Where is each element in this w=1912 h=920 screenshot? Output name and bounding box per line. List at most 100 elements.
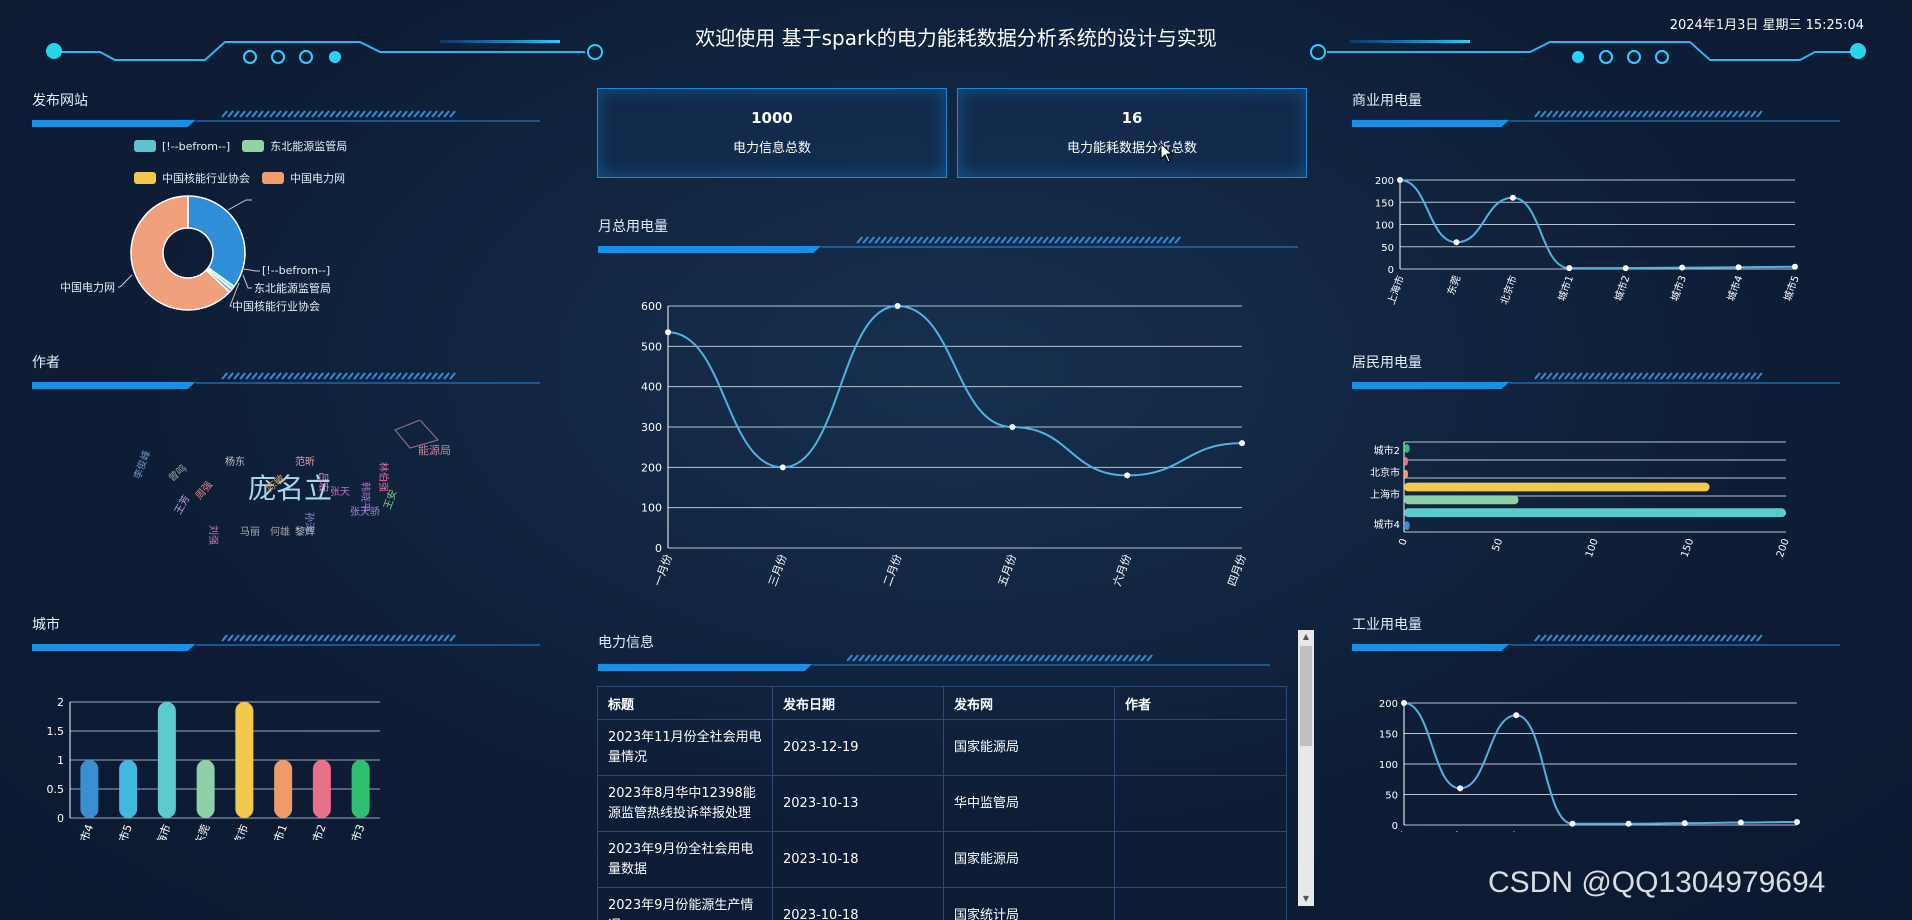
bar	[312, 760, 331, 818]
title-bar-hatch	[1654, 110, 1661, 118]
x-tick-label: 城市5	[112, 822, 135, 840]
title-bar-hatch	[978, 654, 985, 662]
word-cloud-word: 韩晓平	[359, 482, 372, 512]
x-tick-label: 东莞	[1444, 274, 1463, 297]
title-bar-hatch	[305, 634, 312, 642]
y-tick-label: 0	[1388, 265, 1394, 276]
title-bar-hatch	[443, 110, 450, 118]
table-row[interactable]: 2023年11月份全社会用电量情况 2023-12-19 国家能源局	[597, 719, 1287, 776]
data-point	[1124, 472, 1131, 479]
x-tick-label: 城市2	[306, 822, 329, 840]
title-bar-hatch	[1588, 372, 1595, 380]
title-bar-hatch	[1552, 110, 1559, 118]
title-bar-hatch	[239, 634, 246, 642]
column-header[interactable]: 标题	[597, 686, 773, 720]
title-bar-hatch	[960, 654, 967, 662]
title-bar-hatch	[251, 110, 258, 118]
title-bar-hatch	[317, 372, 324, 380]
scrollbar-up-arrow[interactable]: ▲	[1302, 632, 1310, 641]
word-cloud-word: 何雄	[270, 525, 290, 538]
column-header[interactable]: 发布网	[943, 686, 1115, 720]
title-bar-hatch	[1114, 236, 1121, 244]
title-bar-hatch	[329, 372, 336, 380]
title-bar-hatch	[233, 372, 240, 380]
word-cloud-word: 黎辉	[295, 525, 315, 538]
x-tick-label: 上海市	[1388, 830, 1410, 832]
title-bar-hatch	[1116, 654, 1123, 662]
title-bar-hatch	[1008, 654, 1015, 662]
x-tick-label: 城市3	[1668, 274, 1689, 303]
scrollbar-down-arrow[interactable]: ▼	[1302, 894, 1310, 903]
title-bar-hatch	[1582, 634, 1589, 642]
table-row[interactable]: 2023年8月华中12398能源监管热线投诉举报处理 2023-10-13 华中监管…	[597, 775, 1287, 832]
title-bar-hatch	[365, 110, 372, 118]
column-header[interactable]: 发布日期	[772, 686, 944, 720]
bar	[235, 702, 254, 818]
title-bar-hatch	[1642, 372, 1649, 380]
x-tick-label: 二月份	[881, 553, 905, 588]
table-row[interactable]: 2023年9月份全社会用电量数据 2023-10-18 国家能源局	[597, 831, 1287, 888]
cell-author	[1114, 887, 1287, 920]
title-bar-hatch	[1558, 634, 1565, 642]
series-line	[1403, 702, 1798, 825]
title-bar-hatch	[323, 110, 330, 118]
title-bar-hatch	[293, 372, 300, 380]
scrollbar-thumb[interactable]	[1300, 646, 1312, 746]
title-bar-hatch	[918, 654, 925, 662]
title-bar-hatch	[269, 634, 276, 642]
legend-item[interactable]: 中国电力网	[262, 170, 345, 186]
title-bar-hatch	[1002, 654, 1009, 662]
legend-item[interactable]: 东北能源监管局	[242, 138, 347, 154]
title-bar-hatch	[275, 110, 282, 118]
title-bar-hatch	[1678, 110, 1685, 118]
y-tick-label: 100	[1379, 760, 1398, 771]
word-cloud-word: 曾鸣	[166, 461, 190, 484]
title-bar-hatch	[1690, 634, 1697, 642]
title-bar-hatch	[251, 372, 258, 380]
title-bar-hatch	[401, 634, 408, 642]
column-header[interactable]: 作者	[1114, 686, 1287, 720]
x-tick-label: 三月份	[766, 553, 790, 588]
legend-item[interactable]: 中国核能行业协会	[134, 170, 250, 186]
title-bar-hatch	[988, 236, 995, 244]
title-bar-hatch	[335, 634, 342, 642]
title-bar-hatch	[1648, 372, 1655, 380]
title-bar-hatch	[946, 236, 953, 244]
title-bar-hatch	[413, 110, 420, 118]
title-bar-hatch	[347, 110, 354, 118]
cursor-icon	[1160, 143, 1174, 163]
cell-date: 2023-10-18	[772, 887, 944, 920]
data-point	[1569, 820, 1576, 827]
y-tick-label: 城市4	[1374, 518, 1400, 531]
title-bar-hatch	[281, 110, 288, 118]
word-cloud-word: 马丽	[240, 526, 260, 538]
table-scrollbar[interactable]: ▲ ▼	[1298, 630, 1314, 906]
data-point	[1679, 264, 1686, 271]
title-bar-hatch	[293, 634, 300, 642]
legend-item[interactable]: [!--befrom--]	[134, 138, 230, 154]
pie-label: 中国电力网	[60, 281, 115, 294]
x-tick-label: 50	[1491, 537, 1506, 553]
title-bar-hatch	[1720, 110, 1727, 118]
stat-value: 1000	[751, 109, 793, 127]
title-bar-hatch	[1624, 634, 1631, 642]
title-bar-hatch	[413, 372, 420, 380]
title-bar-hatch	[311, 372, 318, 380]
info-table-wrap[interactable]: 标题 发布日期 发布网 作者 2023年11月份全社会用电量情况 2023-12-…	[597, 686, 1287, 920]
title-bar-solid	[32, 120, 196, 127]
data-point	[1681, 820, 1688, 827]
stat-box-analysis-total: 16 电力能耗数据分析总数	[957, 88, 1307, 178]
title-bar-hatch	[413, 634, 420, 642]
title-bar-hatch	[942, 654, 949, 662]
y-tick-label: 0	[655, 542, 662, 555]
title-bar-hatch	[1582, 110, 1589, 118]
data-point	[1401, 700, 1407, 706]
title-bar-hatch	[990, 654, 997, 662]
title-bar-hatch	[892, 236, 899, 244]
title-bar-hatch	[359, 634, 366, 642]
title-bar-hatch	[287, 110, 294, 118]
title-bar-hatch	[1534, 372, 1541, 380]
